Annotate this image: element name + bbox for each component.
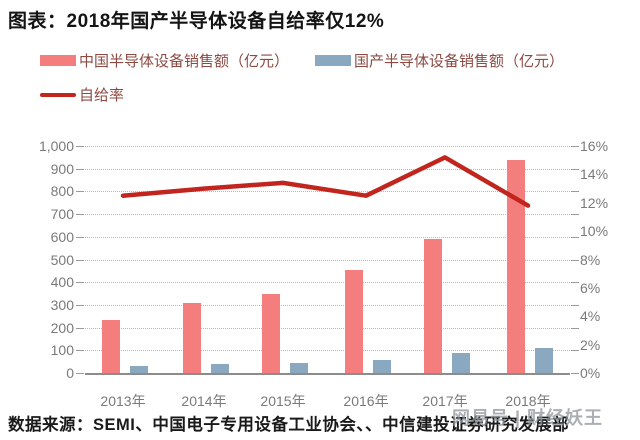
- right-axis-label: 2%: [580, 336, 601, 353]
- plot-area: [76, 146, 579, 375]
- bar-domestic-sales: [130, 366, 148, 373]
- watermark: 网易号 | 财经妖王: [452, 408, 604, 428]
- left-axis-tick: [76, 304, 84, 306]
- grid-line: [85, 304, 570, 306]
- bar-domestic-sales: [535, 348, 553, 373]
- x-axis-label: 2014年: [181, 393, 227, 409]
- x-axis-line: [85, 373, 570, 375]
- left-axis-label: 700: [50, 206, 74, 223]
- grid-line: [85, 282, 570, 284]
- left-axis-label: 400: [50, 274, 74, 291]
- x-axis-label: 2015年: [260, 393, 306, 409]
- x-axis-label: 2017年: [422, 393, 468, 409]
- legend-row-2: 自给率: [40, 84, 632, 105]
- left-axis-tick: [76, 259, 84, 261]
- left-axis-tick: [76, 327, 84, 329]
- bar-china-sales: [424, 239, 442, 373]
- legend-row-1: 中国半导体设备销售额（亿元） 国产半导体设备销售额（亿元）: [40, 50, 632, 71]
- legend-label: 中国半导体设备销售额（亿元）: [79, 53, 290, 70]
- bar-domestic-sales: [452, 352, 470, 373]
- x-axis-label: 2018年: [505, 393, 551, 409]
- right-axis-tick: [571, 282, 579, 284]
- left-axis-tick: [76, 350, 84, 352]
- grid-line: [85, 327, 570, 329]
- right-axis-tick: [571, 191, 579, 193]
- right-axis-tick: [571, 214, 579, 216]
- right-axis-tick: [571, 373, 579, 374]
- self-rate-line: [120, 155, 531, 208]
- right-axis-label: 4%: [580, 308, 601, 325]
- right-axis-label: 6%: [580, 279, 601, 296]
- china-sales-swatch: [40, 55, 76, 66]
- bar-china-sales: [183, 302, 201, 373]
- chart-title: 图表：2018年国产半导体设备自给率仅12%: [8, 11, 385, 32]
- right-axis-label: 10%: [580, 223, 609, 240]
- right-axis-tick: [571, 327, 579, 329]
- bar-domestic-sales: [290, 362, 308, 373]
- right-axis-tick: [571, 304, 579, 306]
- bar-domestic-sales: [373, 360, 391, 373]
- grid-line: [85, 146, 570, 147]
- legend-item-china-sales: 中国半导体设备销售额（亿元）: [40, 50, 289, 71]
- grid-line: [85, 259, 570, 261]
- domestic-sales-swatch: [315, 55, 352, 66]
- left-axis-tick: [76, 236, 84, 238]
- grid-line: [85, 214, 570, 216]
- left-axis-tick: [76, 282, 84, 284]
- bar-china-sales: [345, 269, 363, 373]
- left-axis-tick: [76, 168, 84, 170]
- legend: 中国半导体设备销售额（亿元） 国产半导体设备销售额（亿元） 自给率: [40, 50, 632, 118]
- grid-line: [85, 350, 570, 352]
- bar-china-sales: [507, 159, 525, 373]
- x-axis-label: 2016年: [343, 393, 389, 409]
- left-axis-label: 200: [50, 319, 74, 336]
- left-axis-label: 600: [50, 228, 74, 245]
- right-axis-tick: [571, 236, 579, 238]
- right-axis-label: 16%: [580, 138, 609, 154]
- right-axis-tick: [571, 146, 579, 147]
- left-axis-label: 800: [50, 183, 74, 200]
- legend-label: 国产半导体设备销售额（亿元）: [354, 53, 565, 70]
- legend-label: 自给率: [79, 87, 125, 104]
- right-axis-label: 12%: [580, 194, 609, 211]
- left-axis-tick: [76, 373, 84, 374]
- right-axis-tick: [571, 350, 579, 352]
- left-axis-label: 100: [50, 342, 74, 359]
- right-axis-label: 8%: [580, 251, 601, 268]
- grid-line: [85, 236, 570, 238]
- x-axis-label: 2013年: [100, 393, 146, 409]
- left-axis-label: 500: [50, 251, 74, 268]
- right-axis-tick: [571, 168, 579, 170]
- left-axis-tick: [76, 214, 84, 216]
- right-axis-label: 14%: [580, 166, 609, 183]
- left-axis-label: 300: [50, 296, 74, 313]
- left-axis-label: 0: [66, 365, 74, 381]
- data-source-note: 数据来源：SEMI、中国电子专用设备工业协会、、中信建投证券研究发展部: [8, 416, 570, 434]
- grid-line: [85, 168, 570, 170]
- left-axis-tick: [76, 191, 84, 193]
- bar-domestic-sales: [211, 363, 229, 373]
- self-rate-line-swatch: [40, 92, 76, 97]
- bar-china-sales: [102, 320, 120, 373]
- left-axis-label: 1,000: [38, 138, 74, 154]
- legend-item-domestic-sales: 国产半导体设备销售额（亿元）: [315, 50, 564, 71]
- bar-china-sales: [262, 293, 280, 373]
- right-axis-label: 0%: [580, 365, 601, 381]
- left-axis-tick: [76, 146, 84, 147]
- left-axis-label: 900: [50, 160, 74, 177]
- right-axis-tick: [571, 259, 579, 261]
- legend-item-self-rate: 自给率: [40, 84, 124, 105]
